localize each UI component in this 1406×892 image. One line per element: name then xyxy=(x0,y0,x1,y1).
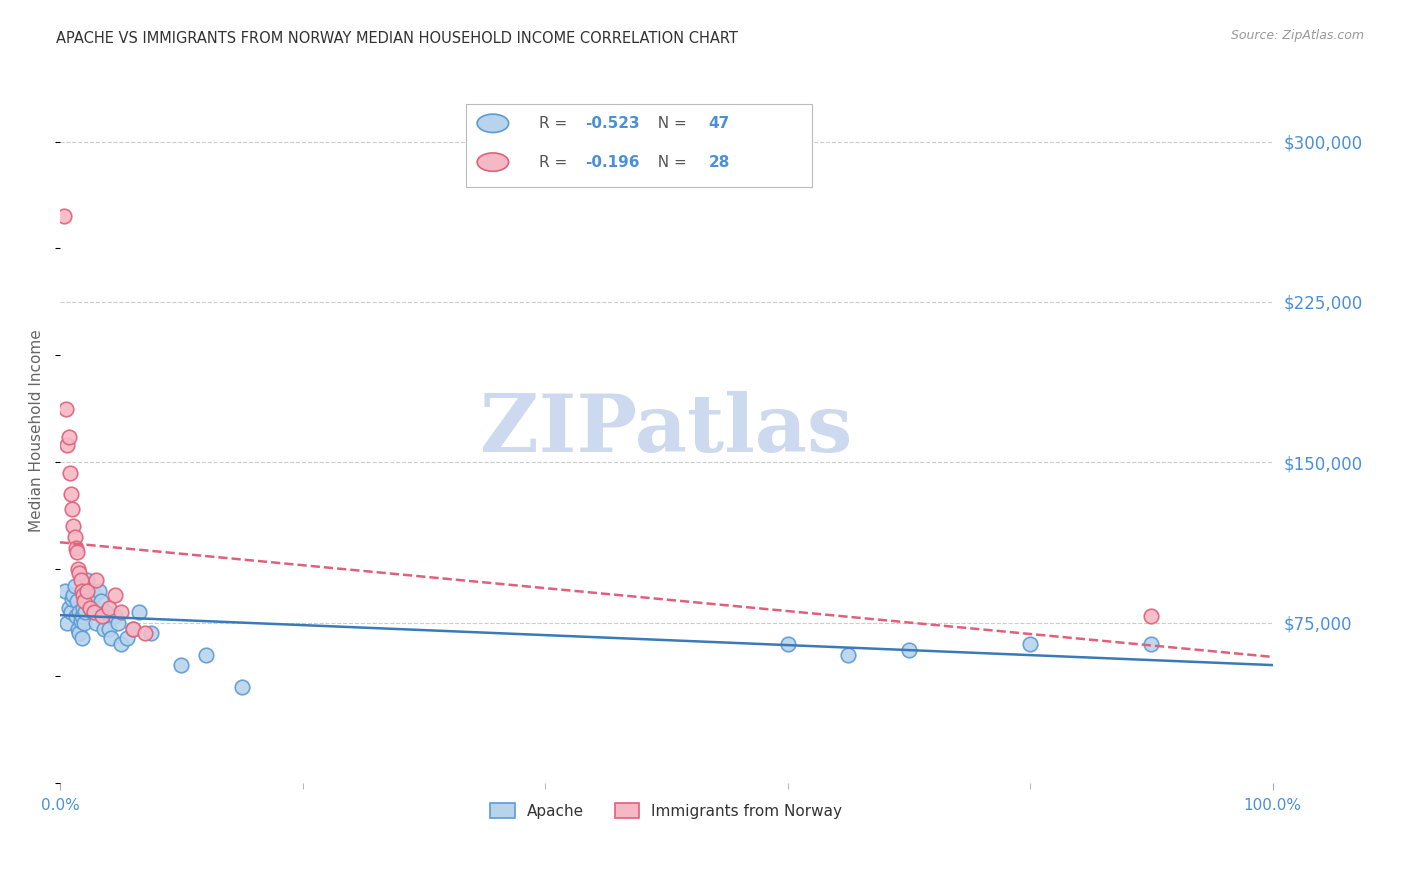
Point xyxy=(837,648,859,662)
Point xyxy=(59,487,82,501)
Point xyxy=(170,658,193,673)
Point xyxy=(139,626,162,640)
Point xyxy=(67,562,90,576)
Point xyxy=(231,680,253,694)
Point xyxy=(110,605,132,619)
Point xyxy=(63,579,86,593)
Point xyxy=(69,614,91,628)
Text: R =: R = xyxy=(538,116,572,131)
Point xyxy=(67,605,90,619)
Point xyxy=(1140,637,1163,651)
Point xyxy=(72,600,94,615)
Point xyxy=(69,573,91,587)
Point xyxy=(73,615,96,630)
Point xyxy=(1019,637,1042,651)
Point xyxy=(76,583,98,598)
Text: APACHE VS IMMIGRANTS FROM NORWAY MEDIAN HOUSEHOLD INCOME CORRELATION CHART: APACHE VS IMMIGRANTS FROM NORWAY MEDIAN … xyxy=(56,31,738,46)
Point xyxy=(121,622,143,636)
Legend: Apache, Immigrants from Norway: Apache, Immigrants from Norway xyxy=(484,797,848,825)
Text: 28: 28 xyxy=(709,154,730,169)
Text: -0.523: -0.523 xyxy=(585,116,640,131)
Point xyxy=(65,609,87,624)
Point xyxy=(66,545,89,559)
Point xyxy=(100,631,122,645)
Point xyxy=(55,401,77,416)
Point xyxy=(56,438,79,452)
Point xyxy=(53,583,76,598)
Point xyxy=(66,594,89,608)
Point xyxy=(97,622,120,636)
Point xyxy=(70,631,93,645)
Point xyxy=(67,626,90,640)
Point xyxy=(104,609,127,624)
Text: R =: R = xyxy=(538,154,572,169)
Point xyxy=(1140,609,1163,624)
Point xyxy=(110,637,132,651)
Text: N =: N = xyxy=(648,116,692,131)
Text: -0.196: -0.196 xyxy=(585,154,640,169)
Point xyxy=(60,502,83,516)
Point xyxy=(77,583,100,598)
Point xyxy=(76,573,98,587)
Point xyxy=(776,637,799,651)
Point xyxy=(73,594,96,608)
Point xyxy=(134,626,156,640)
Point xyxy=(86,573,108,587)
Y-axis label: Median Household Income: Median Household Income xyxy=(30,329,44,532)
Point xyxy=(60,592,83,607)
Point xyxy=(94,605,117,619)
Point xyxy=(897,643,920,657)
Point xyxy=(87,583,110,598)
Point xyxy=(80,594,103,608)
FancyBboxPatch shape xyxy=(467,103,811,186)
Point xyxy=(70,609,93,624)
Point xyxy=(104,588,127,602)
Point xyxy=(58,600,80,615)
Point xyxy=(97,600,120,615)
Point xyxy=(93,622,115,636)
Circle shape xyxy=(477,114,509,133)
Point xyxy=(194,648,217,662)
Text: N =: N = xyxy=(648,154,692,169)
Point xyxy=(59,605,82,619)
Point xyxy=(58,430,80,444)
Point xyxy=(79,600,101,615)
Point xyxy=(75,605,97,619)
Point xyxy=(91,609,114,624)
Point xyxy=(82,605,104,619)
Circle shape xyxy=(477,153,509,171)
Point xyxy=(63,530,86,544)
Point xyxy=(56,615,79,630)
Point xyxy=(121,622,143,636)
Point xyxy=(52,210,75,224)
Point xyxy=(128,605,150,619)
Point xyxy=(70,583,93,598)
Point xyxy=(83,605,105,619)
Point xyxy=(62,519,84,533)
Point xyxy=(67,622,90,636)
Point xyxy=(77,588,100,602)
Text: 47: 47 xyxy=(709,116,730,131)
Point xyxy=(67,566,90,581)
Point xyxy=(86,615,108,630)
Point xyxy=(72,588,94,602)
Point xyxy=(83,588,105,602)
Text: Source: ZipAtlas.com: Source: ZipAtlas.com xyxy=(1230,29,1364,42)
Point xyxy=(65,541,87,555)
Point xyxy=(90,594,112,608)
Point xyxy=(115,631,138,645)
Text: ZIPatlas: ZIPatlas xyxy=(481,392,852,469)
Point xyxy=(62,588,84,602)
Point xyxy=(59,466,82,480)
Point xyxy=(107,615,129,630)
Point xyxy=(79,600,101,615)
